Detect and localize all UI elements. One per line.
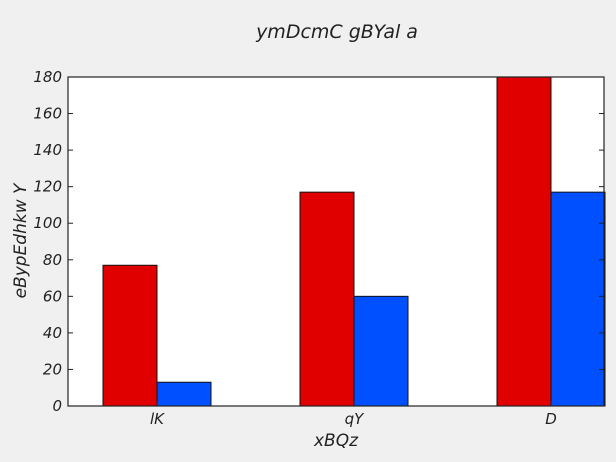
y-tick-label: 180 bbox=[33, 68, 62, 86]
bar-lK-series-1 bbox=[102, 264, 158, 407]
x-ticks-group: lK qY D bbox=[150, 401, 557, 428]
y-tick-label: 60 bbox=[43, 287, 62, 305]
y-tick-label: 40 bbox=[43, 324, 62, 342]
y-tick-label: 80 bbox=[43, 251, 62, 269]
x-tick-label: D bbox=[545, 410, 557, 428]
y-tick-label: 0 bbox=[52, 397, 62, 415]
bar-qY-series-2 bbox=[353, 295, 409, 407]
y-tick-label: 120 bbox=[33, 178, 62, 196]
x-tick-label: lK bbox=[150, 410, 165, 428]
bar-lK-series-2 bbox=[156, 381, 212, 407]
x-axis-label: xBQz bbox=[313, 431, 359, 451]
y-tick-label: 160 bbox=[33, 105, 62, 123]
y-tick-label: 140 bbox=[33, 141, 62, 159]
y-tick-label: 20 bbox=[43, 360, 62, 378]
plot-frame bbox=[67, 76, 605, 407]
chart-title: ymDcmC gBYal a bbox=[255, 21, 418, 43]
y-tick-label: 100 bbox=[33, 214, 62, 232]
x-tick-label: qY bbox=[345, 410, 366, 428]
bar-D-series-2 bbox=[550, 191, 606, 407]
bar-D-series-1 bbox=[496, 76, 552, 407]
y-axis-label: eBypEdhkw Y bbox=[11, 182, 31, 298]
y-ticks-group: 0 20 40 60 80 100 120 140 160 180 bbox=[33, 68, 604, 415]
bar-qY-series-1 bbox=[299, 191, 355, 407]
